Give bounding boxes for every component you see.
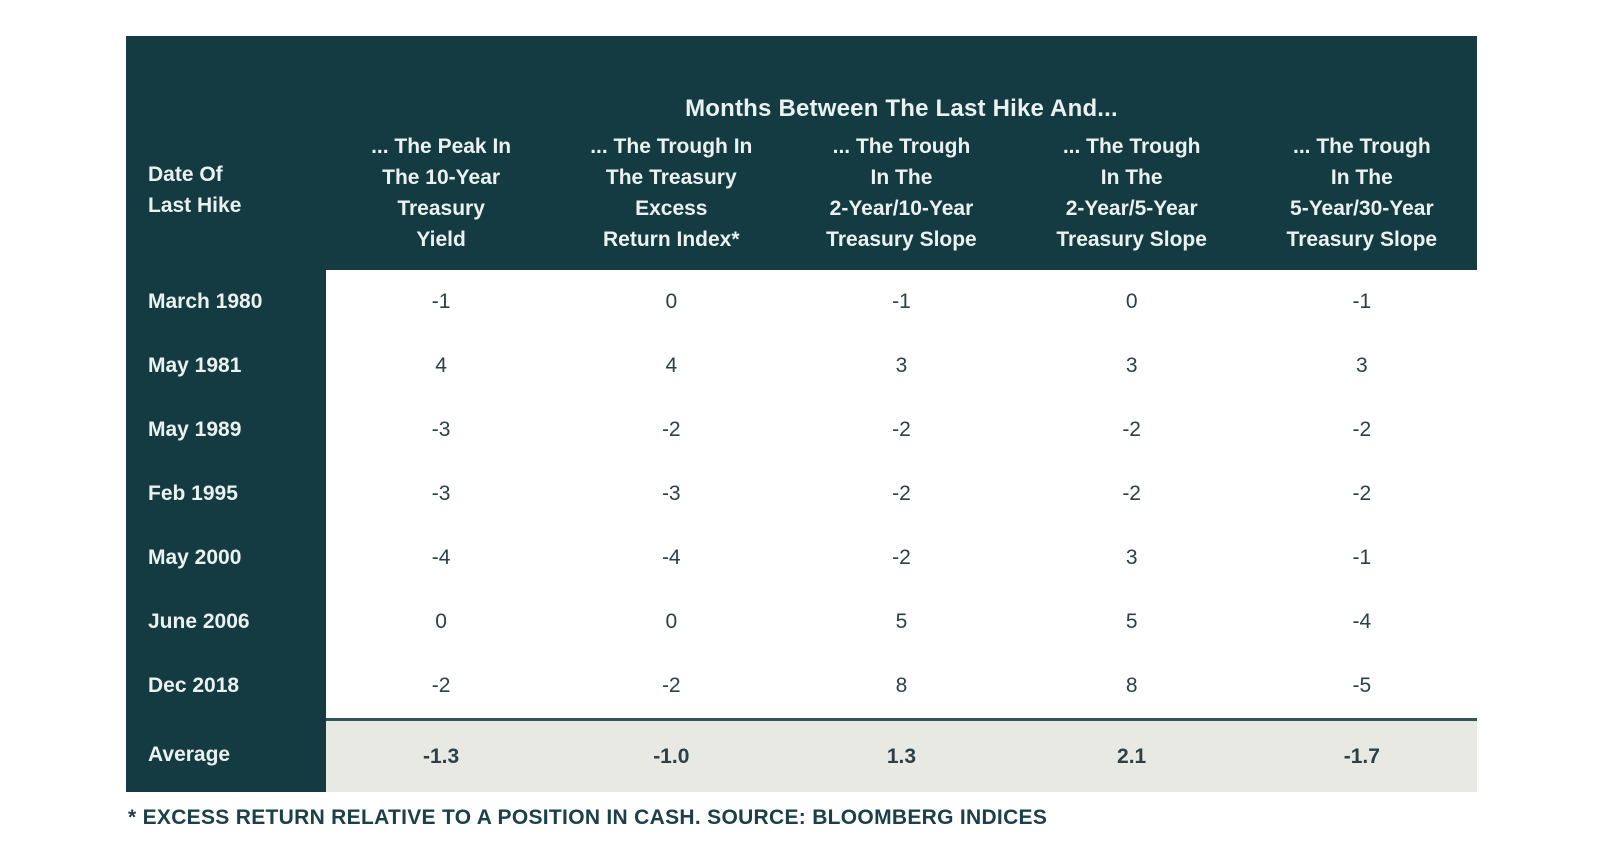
cell-value: 5 bbox=[786, 590, 1017, 654]
cell-value: -1 bbox=[1246, 270, 1477, 334]
row-label: May 1989 bbox=[126, 398, 326, 462]
header-line: ... The Trough In bbox=[590, 135, 753, 158]
cell-value: -2 bbox=[1016, 462, 1247, 526]
average-cell-value: -1.7 bbox=[1246, 718, 1477, 792]
header-line: ... The Trough bbox=[832, 135, 971, 158]
cell-value: -2 bbox=[1246, 398, 1477, 462]
header-line: 2-Year/10-Year bbox=[829, 197, 974, 220]
cell-value: -4 bbox=[326, 526, 557, 590]
cell-value: -2 bbox=[786, 462, 1017, 526]
header-line: 2-Year/5-Year bbox=[1065, 197, 1198, 220]
cell-value: -2 bbox=[326, 654, 557, 718]
cell-value: -2 bbox=[786, 398, 1017, 462]
header-line: Treasury bbox=[397, 197, 485, 220]
header-line: In The bbox=[1100, 166, 1163, 189]
cell-value: 3 bbox=[1016, 526, 1247, 590]
average-row-label: Average bbox=[126, 718, 326, 792]
cell-value: -2 bbox=[556, 654, 787, 718]
header-line: Date Of bbox=[148, 163, 223, 186]
header-line: Treasury Slope bbox=[826, 228, 977, 251]
table-row: May 2000 -4 -4 -2 3 -1 bbox=[126, 526, 1477, 590]
average-row: Average -1.3 -1.0 1.3 2.1 -1.7 bbox=[126, 718, 1477, 792]
header-line: ... The Trough bbox=[1062, 135, 1201, 158]
cell-value: -1 bbox=[786, 270, 1017, 334]
table-row: March 1980 -1 0 -1 0 -1 bbox=[126, 270, 1477, 334]
header-line: Excess bbox=[635, 197, 708, 220]
average-cell-value: 2.1 bbox=[1016, 718, 1247, 792]
table-row: May 1981 4 4 3 3 3 bbox=[126, 334, 1477, 398]
table-title: Months Between The Last Hike And... bbox=[685, 95, 1118, 122]
row-label: June 2006 bbox=[126, 590, 326, 654]
header-line: In The bbox=[1330, 166, 1393, 189]
average-cell-value: 1.3 bbox=[786, 718, 1017, 792]
header-line: ... The Peak In bbox=[371, 135, 512, 158]
header-line: Yield bbox=[416, 228, 466, 251]
column-header-excess-return-trough: ... The Trough In The Treasury Excess Re… bbox=[556, 131, 786, 270]
cell-value: 4 bbox=[556, 334, 787, 398]
cell-value: -2 bbox=[556, 398, 787, 462]
cell-value: 3 bbox=[1016, 334, 1247, 398]
cell-value: -3 bbox=[326, 462, 557, 526]
cell-value: -2 bbox=[786, 526, 1017, 590]
treasury-hike-table: Months Between The Last Hike And... Date… bbox=[126, 36, 1477, 792]
table-row: May 1989 -3 -2 -2 -2 -2 bbox=[126, 398, 1477, 462]
column-header-2y5y-slope-trough: ... The Trough In The 2-Year/5-Year Trea… bbox=[1017, 131, 1247, 270]
header-line: Last Hike bbox=[148, 194, 242, 217]
cell-value: -5 bbox=[1246, 654, 1477, 718]
header-line: 5-Year/30-Year bbox=[1290, 197, 1434, 220]
row-label: Feb 1995 bbox=[126, 462, 326, 526]
cell-value: -2 bbox=[1246, 462, 1477, 526]
row-label: Dec 2018 bbox=[126, 654, 326, 718]
table-row: Dec 2018 -2 -2 8 8 -5 bbox=[126, 654, 1477, 718]
cell-value: 3 bbox=[786, 334, 1017, 398]
cell-value: -4 bbox=[1246, 590, 1477, 654]
row-label: May 1981 bbox=[126, 334, 326, 398]
table-header-band: Months Between The Last Hike And... Date… bbox=[126, 36, 1477, 270]
cell-value: 8 bbox=[1016, 654, 1247, 718]
table-row: June 2006 0 0 5 5 -4 bbox=[126, 590, 1477, 654]
cell-value: -4 bbox=[556, 526, 787, 590]
average-cell-value: -1.3 bbox=[326, 718, 557, 792]
header-line: Treasury Slope bbox=[1286, 228, 1438, 251]
header-line: ... The Trough bbox=[1293, 135, 1431, 158]
cell-value: -2 bbox=[1016, 398, 1247, 462]
footnote: * EXCESS RETURN RELATIVE TO A POSITION I… bbox=[128, 806, 1048, 829]
header-line: The Treasury bbox=[605, 166, 737, 189]
cell-value: -3 bbox=[556, 462, 787, 526]
cell-value: -1 bbox=[1246, 526, 1477, 590]
cell-value: 0 bbox=[1016, 270, 1247, 334]
header-line: Return Index* bbox=[603, 228, 740, 251]
header-line: In The bbox=[870, 166, 933, 189]
cell-value: 3 bbox=[1246, 334, 1477, 398]
cell-value: 0 bbox=[556, 270, 787, 334]
header-line: Treasury Slope bbox=[1056, 228, 1207, 251]
cell-value: -1 bbox=[326, 270, 557, 334]
cell-value: 8 bbox=[786, 654, 1017, 718]
column-headers-row: Date Of Last Hike ... The Peak In The 10… bbox=[126, 131, 1477, 270]
cell-value: 5 bbox=[1016, 590, 1247, 654]
header-line: The 10-Year bbox=[382, 166, 501, 189]
column-header-2y10y-slope-trough: ... The Trough In The 2-Year/10-Year Tre… bbox=[786, 131, 1016, 270]
row-header-label: Date Of Last Hike bbox=[126, 159, 326, 270]
cell-value: 0 bbox=[556, 590, 787, 654]
column-header-10yr-yield-peak: ... The Peak In The 10-Year Treasury Yie… bbox=[326, 131, 556, 270]
table-row: Feb 1995 -3 -3 -2 -2 -2 bbox=[126, 462, 1477, 526]
cell-value: 0 bbox=[326, 590, 557, 654]
cell-value: -3 bbox=[326, 398, 557, 462]
row-label: May 2000 bbox=[126, 526, 326, 590]
row-label: March 1980 bbox=[126, 270, 326, 334]
cell-value: 4 bbox=[326, 334, 557, 398]
column-header-5y30y-slope-trough: ... The Trough In The 5-Year/30-Year Tre… bbox=[1247, 131, 1477, 270]
average-cell-value: -1.0 bbox=[556, 718, 787, 792]
